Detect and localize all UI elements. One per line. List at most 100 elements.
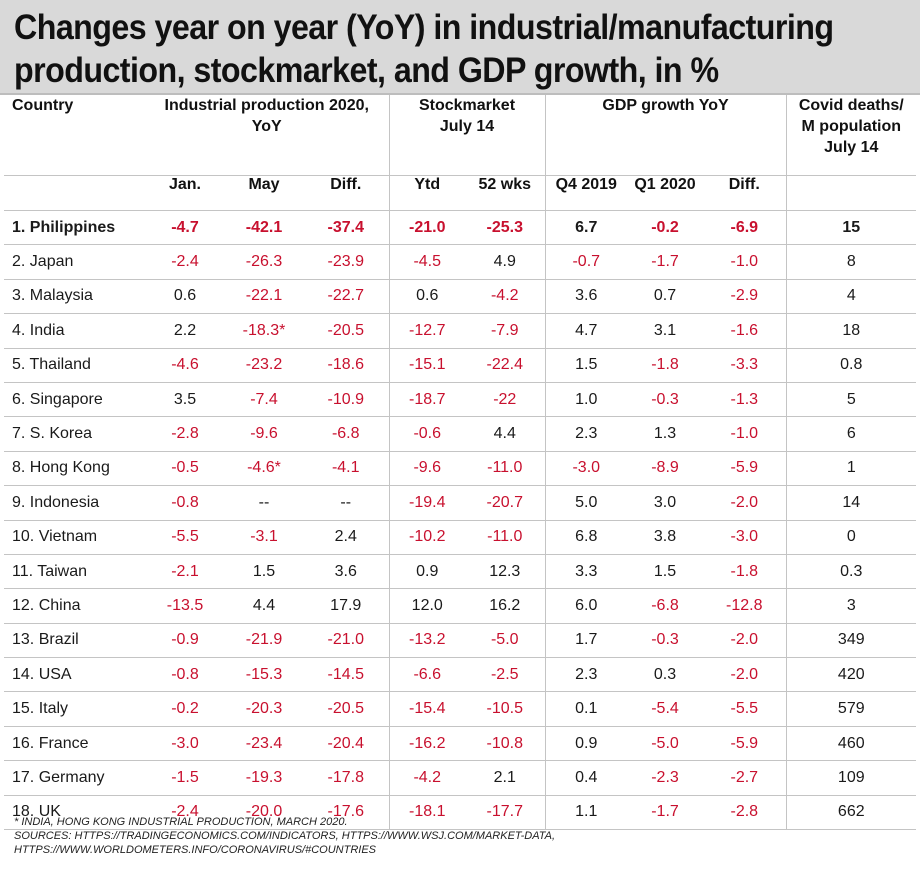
value-cell: -14.5 — [303, 657, 389, 693]
value-cell: 3.6 — [544, 279, 628, 315]
value-cell: -0.8 — [145, 485, 225, 521]
value-cell: 2.1 — [465, 760, 546, 796]
subheader-q4-2019: Q4 2019 — [544, 175, 628, 211]
subheader-q1-2020: Q1 2020 — [627, 175, 704, 211]
table-row: 15. Italy -0.2 -20.3 -20.5 -15.4 -10.5 0.1 -5.4… — [4, 691, 917, 727]
value-cell: -11.0 — [465, 520, 546, 555]
value-cell: 1.0 — [544, 382, 628, 418]
value-cell: -1.8 — [703, 554, 787, 590]
stockmarket-subtitle: July 14 — [439, 118, 495, 135]
value-cell: -21.0 — [303, 623, 389, 659]
value-cell: -2.8 — [145, 416, 225, 452]
table-row: 2. Japan -2.4 -26.3 -23.9 -4.5 4.9 -0.7 -1.7 -1.… — [4, 244, 917, 280]
value-cell: -3.0 — [544, 451, 628, 487]
value-cell: -12.8 — [703, 588, 787, 624]
country-cell: 7. S. Korea — [4, 416, 145, 452]
value-cell: 662 — [785, 795, 917, 831]
value-cell: -15.1 — [388, 348, 465, 383]
value-cell: -10.2 — [388, 520, 465, 555]
value-cell: -1.6 — [703, 313, 787, 349]
value-cell: 0.6 — [388, 279, 465, 315]
value-cell: 2.4 — [303, 520, 389, 555]
value-cell: -2.1 — [145, 554, 225, 590]
table-row: 9. Indonesia -0.8 -- -- -19.4 -20.7 5.0 3.0 -2.0… — [4, 485, 917, 521]
industrial-production-header: Industrial production 2020, YoY — [145, 95, 389, 176]
table-row: 16. France -3.0 -23.4 -20.4 -16.2 -10.8 0.9 -5.… — [4, 726, 917, 762]
value-cell: -20.4 — [303, 726, 389, 762]
value-cell: 1 — [785, 451, 917, 487]
value-cell: -22.1 — [225, 279, 303, 315]
country-cell: 2. Japan — [4, 244, 145, 280]
value-cell: -2.3 — [627, 760, 704, 796]
value-cell: -2.7 — [703, 760, 787, 796]
value-cell: -22.7 — [303, 279, 389, 315]
value-cell: -26.3 — [225, 244, 303, 280]
table-row: 12. China -13.5 4.4 17.9 12.0 16.2 6.0 -6.8 -12.… — [4, 588, 917, 624]
value-cell: -0.9 — [145, 623, 225, 659]
stockmarket-header: Stockmarket July 14 — [388, 95, 546, 176]
value-cell: -5.5 — [145, 520, 225, 555]
title-banner: Changes year on year (YoY) in industrial… — [0, 0, 920, 95]
value-cell: -37.4 — [303, 210, 389, 246]
value-cell: -0.7 — [544, 244, 628, 280]
value-cell: 3.8 — [627, 520, 704, 555]
value-cell: 15 — [785, 210, 917, 246]
value-cell: -0.3 — [627, 623, 704, 659]
value-cell: 4.9 — [465, 244, 546, 280]
value-cell: -6.8 — [303, 416, 389, 452]
footnote-line-3: HTTPS://WWW.WORLDOMETERS.INFO/CORONAVIRU… — [14, 844, 376, 856]
value-cell: -0.5 — [145, 451, 225, 487]
value-cell: -15.4 — [388, 691, 465, 727]
table-row: 8. Hong Kong -0.5 -4.6* -4.1 -9.6 -11.0 -3.0 -8… — [4, 451, 917, 487]
value-cell: -4.6 — [145, 348, 225, 383]
value-cell: -22.4 — [465, 348, 546, 383]
country-header: Country — [4, 95, 145, 176]
value-cell: 18 — [785, 313, 917, 349]
country-cell: 13. Brazil — [4, 623, 145, 659]
value-cell: -18.3* — [225, 313, 303, 349]
value-cell: 1.5 — [225, 554, 303, 590]
title-line-1: Changes year on year (YoY) in industrial… — [14, 8, 834, 47]
value-cell: 0.9 — [388, 554, 465, 590]
value-cell: -2.9 — [703, 279, 787, 315]
gdp-header: GDP growth YoY — [544, 95, 787, 176]
value-cell: -3.3 — [703, 348, 787, 383]
table-row: 5. Thailand -4.6 -23.2 -18.6 -15.1 -22.4 1.5 -1… — [4, 348, 917, 383]
table-row: 7. S. Korea -2.8 -9.6 -6.8 -0.6 4.4 2.3 1.3 -1.0… — [4, 416, 917, 452]
value-cell: 0.8 — [785, 348, 917, 383]
country-cell: 8. Hong Kong — [4, 451, 145, 487]
subheader-52wks: 52 wks — [465, 175, 546, 211]
value-cell: -23.9 — [303, 244, 389, 280]
title-line-2: production, stockmarket, and GDP growth,… — [14, 51, 719, 90]
value-cell: -2.8 — [703, 795, 787, 831]
value-cell: -19.3 — [225, 760, 303, 796]
country-cell: 6. Singapore — [4, 382, 145, 418]
value-cell: -5.0 — [627, 726, 704, 762]
industrial-production-title: Industrial production 2020, — [164, 97, 369, 114]
value-cell: -0.6 — [388, 416, 465, 452]
value-cell: 349 — [785, 623, 917, 659]
value-cell: -4.2 — [388, 760, 465, 796]
value-cell: 1.1 — [544, 795, 628, 831]
value-cell: -3.0 — [703, 520, 787, 555]
industrial-production-subtitle: YoY — [251, 118, 282, 135]
value-cell: 3.6 — [303, 554, 389, 590]
value-cell: 4.4 — [465, 416, 546, 452]
table-row: 13. Brazil -0.9 -21.9 -21.0 -13.2 -5.0 1.7 -0.3… — [4, 623, 917, 659]
value-cell: -5.0 — [465, 623, 546, 659]
value-cell: -15.3 — [225, 657, 303, 693]
value-cell: -1.7 — [627, 244, 704, 280]
value-cell: 3.1 — [627, 313, 704, 349]
value-cell: -7.4 — [225, 382, 303, 418]
value-cell: -18.1 — [388, 795, 465, 831]
country-cell: 9. Indonesia — [4, 485, 145, 521]
country-cell: 4. India — [4, 313, 145, 349]
value-cell: 2.3 — [544, 657, 628, 693]
value-cell: -9.6 — [225, 416, 303, 452]
value-cell: 3.5 — [145, 382, 225, 418]
value-cell: -20.0 — [225, 795, 303, 831]
value-cell: -1.8 — [627, 348, 704, 383]
value-cell: -16.2 — [388, 726, 465, 762]
value-cell: -17.7 — [465, 795, 546, 831]
footnote-line-2: SOURCES: HTTPS://TRADINGECONOMICS.COM/IN… — [14, 830, 556, 842]
